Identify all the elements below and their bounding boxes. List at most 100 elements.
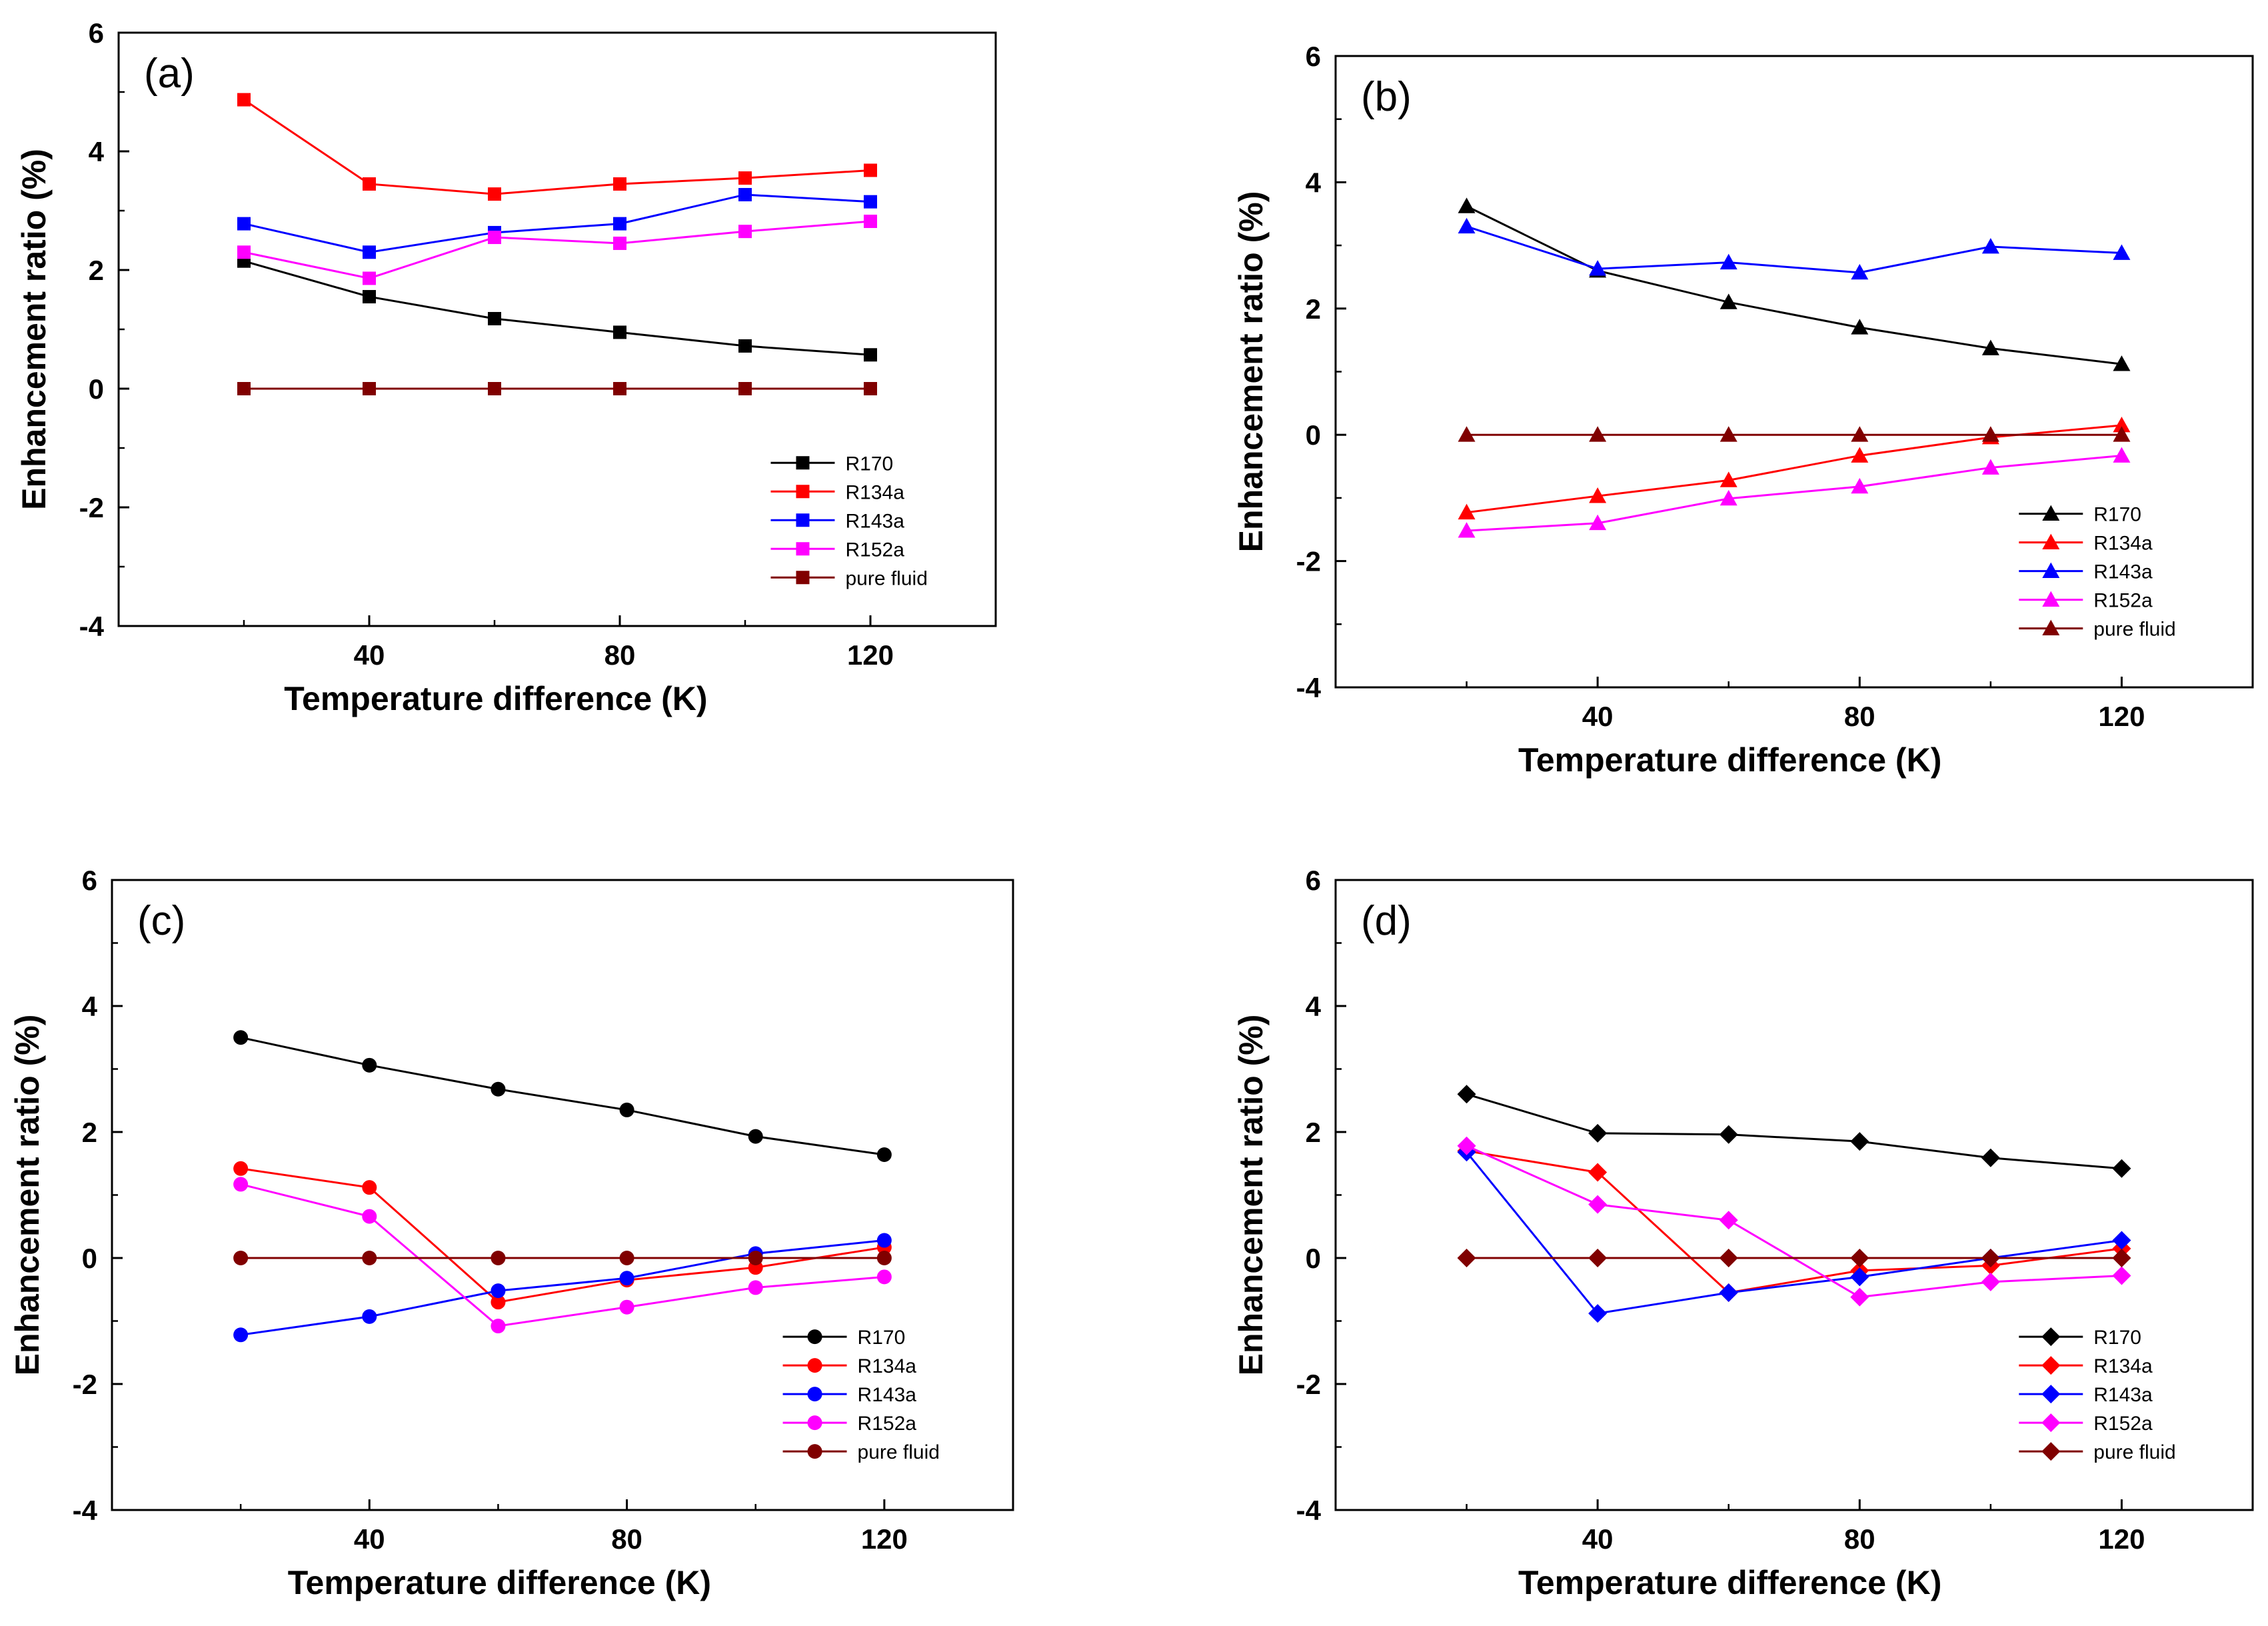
y-tick-label: 2 bbox=[1306, 1117, 1321, 1148]
data-point bbox=[1458, 197, 1476, 213]
data-point bbox=[233, 1327, 249, 1343]
legend-label: R152a bbox=[2093, 590, 2153, 612]
data-point bbox=[1981, 426, 1999, 442]
data-point bbox=[619, 1102, 634, 1117]
data-point bbox=[237, 245, 251, 259]
data-point bbox=[864, 215, 877, 229]
data-point bbox=[613, 382, 626, 395]
x-axis-title: Temperature difference (K) bbox=[284, 680, 707, 717]
legend-marker bbox=[807, 1387, 822, 1402]
x-tick-label: 40 bbox=[1582, 1523, 1614, 1555]
panel-label: (a) bbox=[144, 51, 195, 97]
data-point bbox=[491, 1081, 506, 1097]
series-line-r170 bbox=[240, 1036, 885, 1156]
data-point bbox=[1851, 319, 1869, 335]
legend-marker bbox=[2041, 1356, 2061, 1375]
data-point bbox=[2113, 244, 2131, 260]
x-tick-label: 120 bbox=[861, 1523, 908, 1555]
data-point bbox=[488, 382, 501, 395]
legend-label: R170 bbox=[858, 1327, 906, 1349]
panel-label: (b) bbox=[1361, 74, 1412, 120]
data-point bbox=[619, 1299, 634, 1315]
legend-label: R134a bbox=[2093, 533, 2153, 555]
legend-label: R152a bbox=[858, 1413, 917, 1435]
data-point bbox=[1589, 426, 1607, 442]
y-tick-label: -2 bbox=[1296, 1369, 1321, 1400]
y-tick-label: -4 bbox=[1296, 672, 1322, 703]
y-tick-label: 0 bbox=[82, 1243, 97, 1274]
y-tick-label: 4 bbox=[89, 136, 105, 167]
data-point bbox=[748, 1280, 763, 1295]
data-point bbox=[2113, 416, 2131, 433]
legend-label: pure fluid bbox=[2093, 1441, 2175, 1463]
data-point bbox=[491, 1295, 506, 1310]
legend-marker bbox=[2042, 505, 2060, 521]
y-axis-title: Enhancement ratio (%) bbox=[1232, 191, 1270, 553]
y-tick-label: -4 bbox=[73, 1495, 98, 1526]
data-point bbox=[619, 1271, 634, 1286]
plot-frame bbox=[117, 31, 997, 627]
legend-marker bbox=[807, 1358, 822, 1373]
data-point bbox=[362, 1251, 377, 1265]
y-axis-title: Enhancement ratio (%) bbox=[1232, 1015, 1270, 1376]
legend-marker bbox=[2042, 533, 2060, 549]
data-point bbox=[1850, 1287, 1869, 1307]
data-point bbox=[876, 1233, 892, 1248]
y-tick-label: 4 bbox=[1306, 167, 1322, 198]
series-line-r152a bbox=[1466, 454, 2122, 532]
chart-panel-a: -4 -2 0 2 4 6 40 80 120 Temperature difference (K… bbox=[15, 17, 997, 717]
data-point bbox=[488, 187, 501, 201]
data-point bbox=[1981, 339, 1999, 355]
data-point bbox=[876, 1269, 892, 1285]
data-point bbox=[1457, 1085, 1476, 1104]
legend-label: R152a bbox=[845, 539, 904, 561]
data-point bbox=[876, 1251, 892, 1265]
legend-label: pure fluid bbox=[2093, 619, 2175, 641]
y-tick-label: -2 bbox=[1296, 546, 1321, 577]
y-tick-label: 4 bbox=[1306, 991, 1322, 1022]
x-tick-label: 80 bbox=[1844, 1523, 1875, 1555]
data-point bbox=[1719, 1211, 1738, 1230]
data-point bbox=[1981, 459, 1999, 475]
legend-label: R152a bbox=[2093, 1413, 2153, 1435]
data-point bbox=[1458, 426, 1476, 442]
data-point bbox=[233, 1161, 249, 1176]
data-point bbox=[1589, 514, 1607, 531]
x-tick-label: 40 bbox=[1582, 701, 1614, 732]
data-point bbox=[237, 217, 251, 231]
legend-label: R170 bbox=[2093, 1327, 2141, 1349]
legend-label: R170 bbox=[2093, 504, 2141, 526]
legend-marker bbox=[796, 456, 810, 470]
data-point bbox=[613, 236, 626, 250]
panel-label: (c) bbox=[137, 898, 185, 944]
data-point bbox=[237, 382, 251, 395]
series-line-r143a bbox=[243, 193, 871, 253]
data-point bbox=[738, 187, 752, 201]
series-line-r134a bbox=[1466, 1149, 2122, 1294]
data-point bbox=[748, 1251, 763, 1265]
data-point bbox=[363, 382, 376, 395]
data-point bbox=[1850, 1249, 1869, 1267]
legend-label: R134a bbox=[2093, 1355, 2153, 1377]
legend-label: R134a bbox=[845, 481, 904, 503]
legend-marker bbox=[807, 1329, 822, 1345]
data-point bbox=[748, 1129, 763, 1144]
legend-label: R134a bbox=[858, 1355, 917, 1377]
series-line-r134a bbox=[243, 99, 871, 195]
y-tick-label: 0 bbox=[1306, 419, 1321, 451]
x-tick-label: 120 bbox=[847, 639, 894, 671]
y-axis-title: Enhancement ratio (%) bbox=[9, 1015, 46, 1376]
data-point bbox=[233, 1251, 249, 1265]
series-line-r143a bbox=[1466, 1151, 2122, 1315]
data-point bbox=[491, 1283, 506, 1299]
y-tick-label: 6 bbox=[1306, 865, 1321, 896]
data-point bbox=[1719, 1283, 1738, 1302]
data-point bbox=[362, 1180, 377, 1195]
data-point bbox=[1719, 253, 1737, 270]
data-point bbox=[738, 382, 752, 395]
data-point bbox=[613, 217, 626, 231]
data-point bbox=[1981, 1148, 2000, 1167]
legend-label: pure fluid bbox=[845, 567, 927, 589]
chart-panel-d: -4 -2 0 2 4 6 40 80 120 Temperature difference (K… bbox=[1232, 865, 2254, 1601]
data-point bbox=[1981, 1272, 2000, 1291]
